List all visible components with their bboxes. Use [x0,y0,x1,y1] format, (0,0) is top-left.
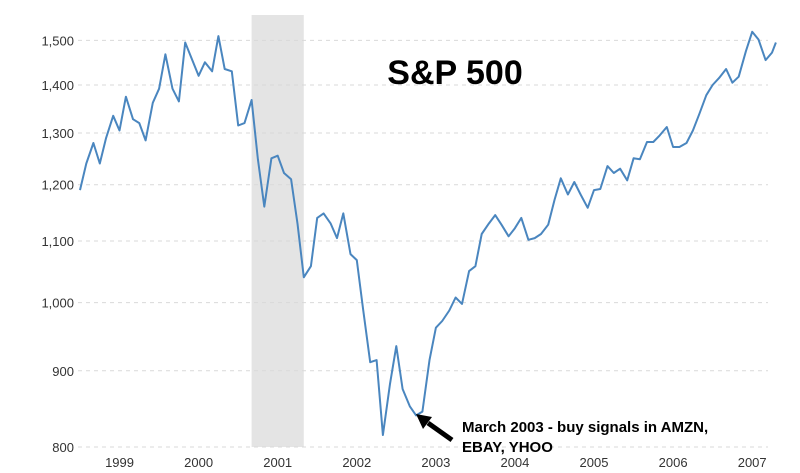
chart-title: S&P 500 [387,54,522,92]
y-tick-label: 1,400 [41,78,74,93]
x-tick-label: 2003 [421,455,450,470]
y-tick-label: 1,200 [41,178,74,193]
axis-layer: 800 900 1,000 1,100 1,200 1,300 1,400 1,500 1999… [41,33,766,470]
x-tick-label: 2002 [342,455,371,470]
x-tick-label: 2001 [263,455,292,470]
y-tick-label: 800 [52,440,74,455]
x-tick-label: 2004 [500,455,529,470]
x-tick-label: 1999 [105,455,134,470]
x-tick-label: 2000 [184,455,213,470]
y-tick-label: 1,300 [41,126,74,141]
recession-band [251,15,304,447]
annotation-arrowhead [416,414,432,429]
series-line [79,30,777,436]
annotation-line-2: EBAY, YHOO [462,439,553,456]
annotation-line-1: March 2003 - buy signals in AMZN, [462,419,708,436]
x-tick-label: 2007 [738,455,767,470]
annotation-layer: March 2003 - buy signals in AMZN, EBAY, … [416,414,708,456]
x-tick-label: 2006 [659,455,688,470]
background-layer [251,15,304,447]
grid-layer [78,39,768,448]
x-tick-label: 2005 [580,455,609,470]
y-tick-label: 900 [52,364,74,379]
series-layer [79,30,777,436]
y-tick-label: 1,000 [41,296,74,311]
y-tick-label: 1,500 [41,33,74,48]
annotation-arrow [426,420,454,443]
y-tick-label: 1,100 [41,234,74,249]
